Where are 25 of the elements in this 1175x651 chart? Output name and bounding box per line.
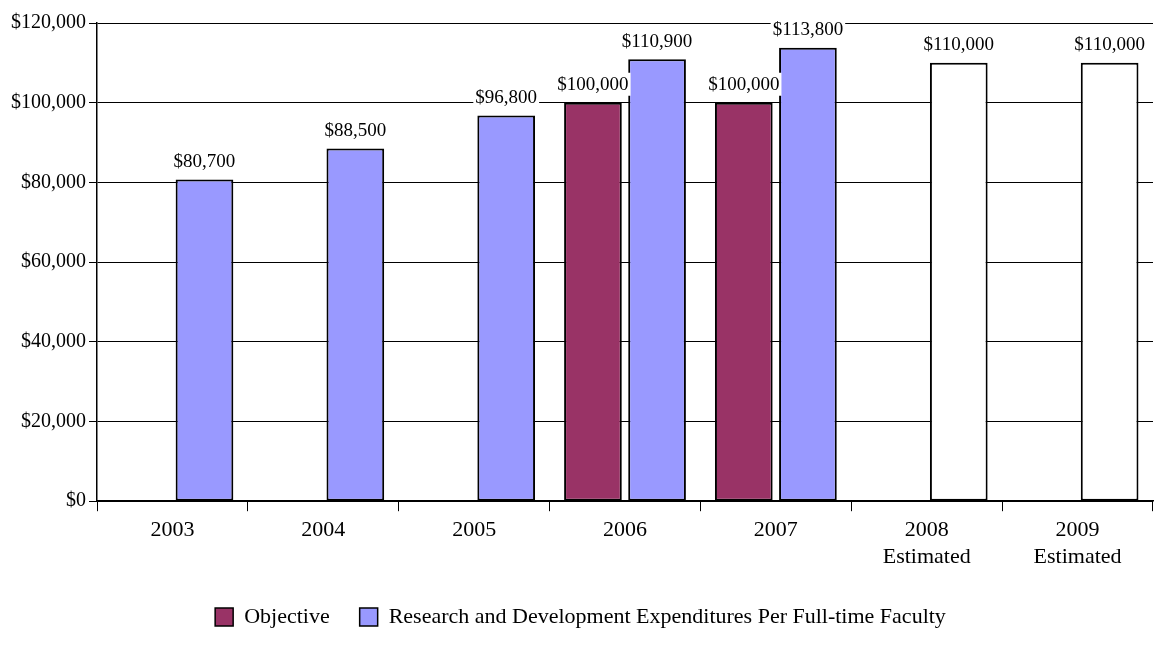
data-label: $100,000: [708, 73, 780, 95]
data-label: $96,800: [475, 85, 538, 107]
x-tick-label: 2006: [603, 516, 647, 542]
y-tick-label: $0: [66, 488, 86, 511]
x-tick-label: 2004: [301, 516, 346, 542]
y-tick-label: $20,000: [21, 408, 86, 431]
legend-label: Objective: [244, 602, 330, 628]
x-tick-label: 2007: [753, 516, 798, 542]
data-label: $100,000: [557, 73, 629, 95]
data-label: $110,000: [1074, 33, 1145, 55]
data-label: $80,700: [173, 150, 236, 172]
x-tick-label: 2008 Estimated: [882, 516, 971, 568]
legend-label: Research and Development Expenditures Per Full-time Faculty: [388, 602, 946, 628]
x-tick-label: 2005: [452, 516, 497, 542]
y-tick-label: $80,000: [21, 169, 86, 192]
data-label: $113,800: [772, 18, 844, 40]
y-tick-label: $40,000: [21, 329, 86, 352]
data-label: $88,500: [324, 119, 387, 141]
y-tick-label: $120,000: [11, 10, 86, 33]
x-tick-label: 2009 Estimated: [1033, 516, 1122, 568]
x-tick-label: 2003: [150, 516, 195, 542]
data-label: $110,000: [923, 33, 995, 55]
data-label: $110,900: [621, 29, 693, 51]
y-tick-label: $100,000: [11, 89, 86, 112]
y-tick-label: $60,000: [21, 249, 86, 272]
